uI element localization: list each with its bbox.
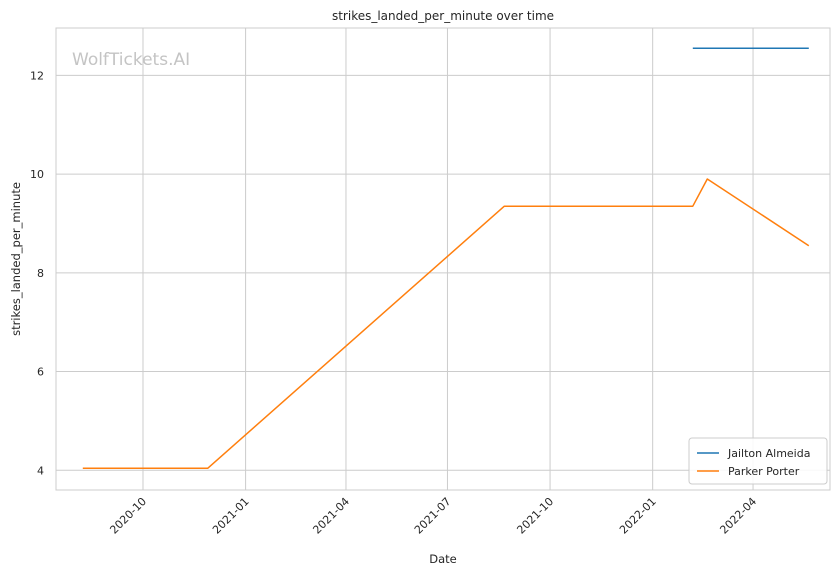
series-line-parker-porter xyxy=(82,178,810,470)
watermark: WolfTickets.AI xyxy=(72,50,190,70)
x-tick-label-2021-10: 2021-10 xyxy=(514,495,556,537)
x-tick-label-2022-01: 2022-01 xyxy=(617,495,659,537)
x-axis-label: Date xyxy=(429,552,457,566)
y-tick-label-6: 6 xyxy=(37,366,44,379)
legend-label-parker-porter: Parker Porter xyxy=(728,465,800,478)
x-tick-label-2021-01: 2021-01 xyxy=(210,495,252,537)
x-tick-label-2021-07: 2021-07 xyxy=(412,495,454,537)
y-axis-ticks: 4 6 8 10 12 xyxy=(30,69,44,477)
legend-label-jailton-almeida: Jailton Almeida xyxy=(727,447,810,460)
y-axis-label: strikes_landed_per_minute xyxy=(9,182,23,336)
plot-frame xyxy=(55,27,831,491)
legend: Jailton Almeida Parker Porter xyxy=(688,437,828,485)
y-tick-label-10: 10 xyxy=(30,168,44,181)
x-tick-label-2022-04: 2022-04 xyxy=(717,495,759,537)
plot-area xyxy=(56,28,830,490)
series-layer xyxy=(82,47,810,470)
y-tick-label-4: 4 xyxy=(37,464,44,477)
legend-box xyxy=(688,437,828,485)
x-axis-ticks: 2020-10 2021-01 2021-04 2021-07 2021-10 2022-… xyxy=(107,495,759,537)
grid xyxy=(56,28,830,490)
x-tick-label-2020-10: 2020-10 xyxy=(107,495,149,537)
y-tick-label-12: 12 xyxy=(30,69,44,82)
chart-title: strikes_landed_per_minute over time xyxy=(332,9,554,23)
x-tick-label-2021-04: 2021-04 xyxy=(310,495,352,537)
y-tick-label-8: 8 xyxy=(37,267,44,280)
